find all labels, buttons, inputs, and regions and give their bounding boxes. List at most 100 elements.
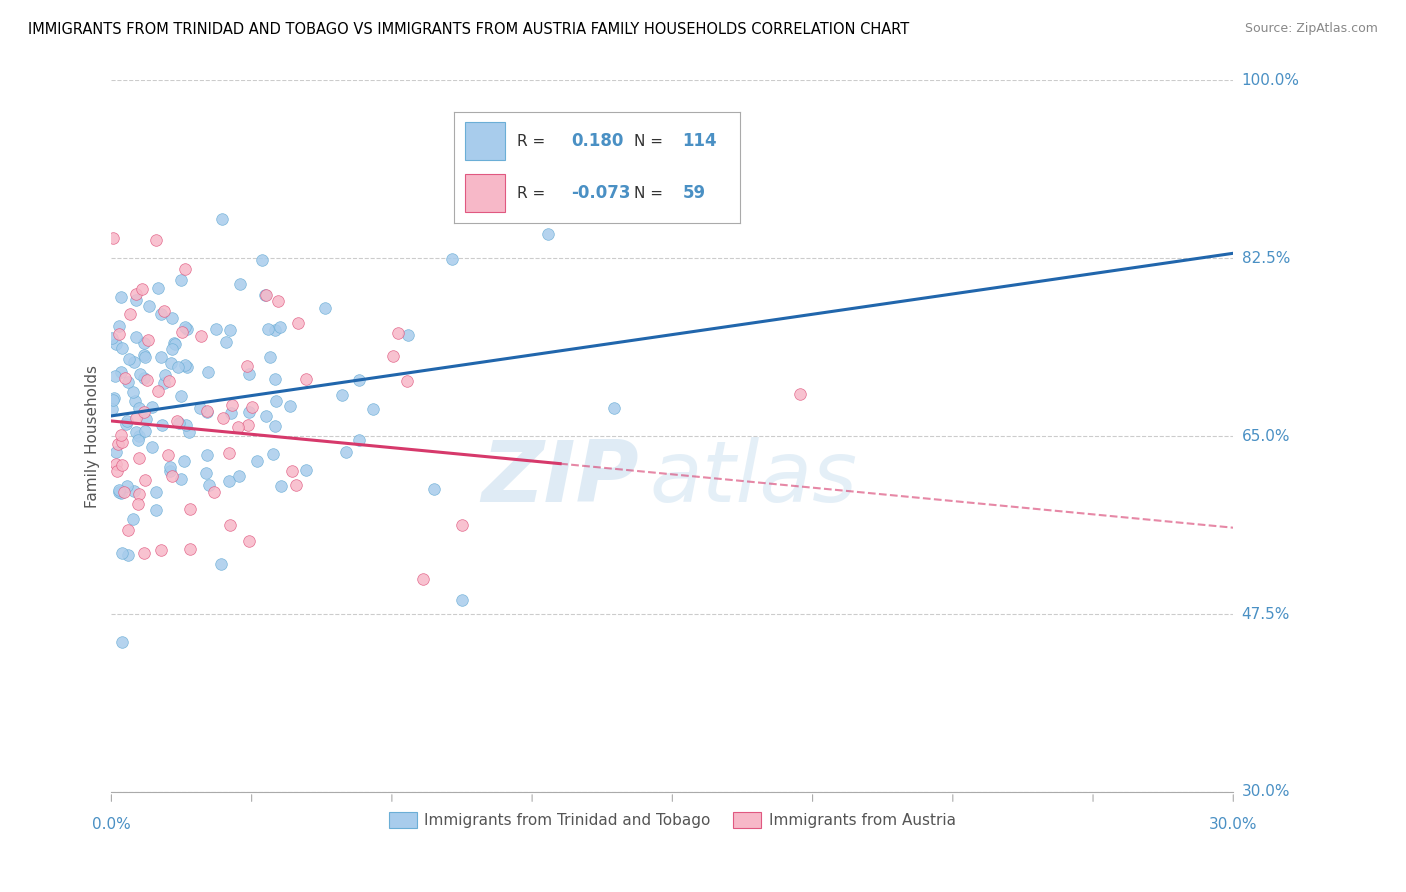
- Point: [159, 460, 181, 475]
- Point: [132, 348, 155, 362]
- Point: [381, 349, 404, 363]
- Point: [129, 368, 152, 382]
- Point: [111, 342, 134, 356]
- Point: [136, 333, 159, 347]
- Point: [269, 320, 291, 334]
- Point: [115, 414, 138, 428]
- Point: [174, 417, 197, 432]
- Point: [111, 546, 134, 560]
- Point: [157, 449, 180, 463]
- Point: [108, 319, 131, 334]
- Point: [412, 573, 434, 587]
- Text: 30.0%: 30.0%: [1209, 817, 1257, 832]
- Point: [121, 385, 143, 400]
- Point: [789, 386, 811, 401]
- Point: [111, 434, 134, 449]
- Point: [108, 485, 131, 500]
- Point: [107, 326, 129, 341]
- Point: [160, 343, 183, 357]
- Point: [108, 483, 131, 497]
- Point: [257, 322, 280, 336]
- Point: [169, 417, 191, 431]
- Point: [127, 497, 149, 511]
- Text: IMMIGRANTS FROM TRINIDAD AND TOBAGO VS IMMIGRANTS FROM AUSTRIA FAMILY HOUSEHOLDS: IMMIGRANTS FROM TRINIDAD AND TOBAGO VS I…: [28, 22, 910, 37]
- Point: [145, 485, 167, 500]
- Point: [179, 502, 201, 516]
- Point: [149, 543, 172, 558]
- Point: [105, 464, 128, 478]
- Point: [262, 446, 284, 460]
- Point: [104, 337, 127, 351]
- Point: [131, 282, 153, 296]
- Point: [451, 592, 474, 607]
- Text: Source: ZipAtlas.com: Source: ZipAtlas.com: [1244, 22, 1378, 36]
- Point: [603, 401, 626, 415]
- Point: [105, 445, 128, 459]
- Point: [101, 392, 124, 407]
- Point: [157, 374, 180, 388]
- Point: [105, 457, 128, 471]
- Point: [259, 350, 281, 364]
- Point: [284, 478, 307, 492]
- Point: [314, 301, 336, 315]
- Point: [136, 373, 159, 387]
- Point: [134, 424, 156, 438]
- Point: [117, 375, 139, 389]
- Point: [218, 446, 240, 460]
- Point: [165, 337, 187, 351]
- Legend: Immigrants from Trinidad and Tobago, Immigrants from Austria: Immigrants from Trinidad and Tobago, Imm…: [382, 805, 962, 834]
- Point: [173, 454, 195, 468]
- Point: [170, 472, 193, 486]
- Point: [150, 418, 173, 433]
- Point: [246, 453, 269, 467]
- Point: [128, 451, 150, 466]
- Point: [125, 330, 148, 344]
- Point: [190, 401, 212, 415]
- Point: [103, 391, 125, 405]
- Point: [219, 406, 242, 420]
- Point: [174, 320, 197, 334]
- Point: [145, 233, 167, 247]
- Point: [238, 533, 260, 548]
- Point: [254, 288, 277, 302]
- Text: 100.0%: 100.0%: [1241, 73, 1299, 88]
- Text: 82.5%: 82.5%: [1241, 251, 1289, 266]
- Point: [176, 322, 198, 336]
- Point: [125, 425, 148, 439]
- Point: [221, 398, 243, 412]
- Point: [166, 359, 188, 374]
- Point: [332, 387, 354, 401]
- Point: [117, 523, 139, 537]
- Point: [170, 389, 193, 403]
- Y-axis label: Family Households: Family Households: [86, 365, 100, 508]
- Point: [212, 411, 235, 425]
- Point: [361, 401, 384, 416]
- Point: [163, 336, 186, 351]
- Point: [135, 412, 157, 426]
- Point: [202, 485, 225, 500]
- Point: [396, 374, 419, 388]
- Point: [166, 414, 188, 428]
- Point: [179, 541, 201, 556]
- Point: [134, 371, 156, 385]
- Point: [174, 261, 197, 276]
- Point: [242, 400, 264, 414]
- Point: [195, 405, 218, 419]
- Point: [264, 393, 287, 408]
- Point: [115, 417, 138, 431]
- Point: [153, 368, 176, 382]
- Point: [117, 548, 139, 562]
- Point: [270, 479, 292, 493]
- Point: [101, 331, 124, 345]
- Point: [141, 440, 163, 454]
- Point: [229, 277, 252, 291]
- Point: [236, 359, 259, 374]
- Point: [125, 293, 148, 307]
- Point: [219, 323, 242, 337]
- Point: [114, 370, 136, 384]
- Point: [238, 405, 260, 419]
- Point: [132, 546, 155, 560]
- Point: [174, 358, 197, 372]
- Text: atlas: atlas: [650, 437, 858, 520]
- Point: [264, 372, 287, 386]
